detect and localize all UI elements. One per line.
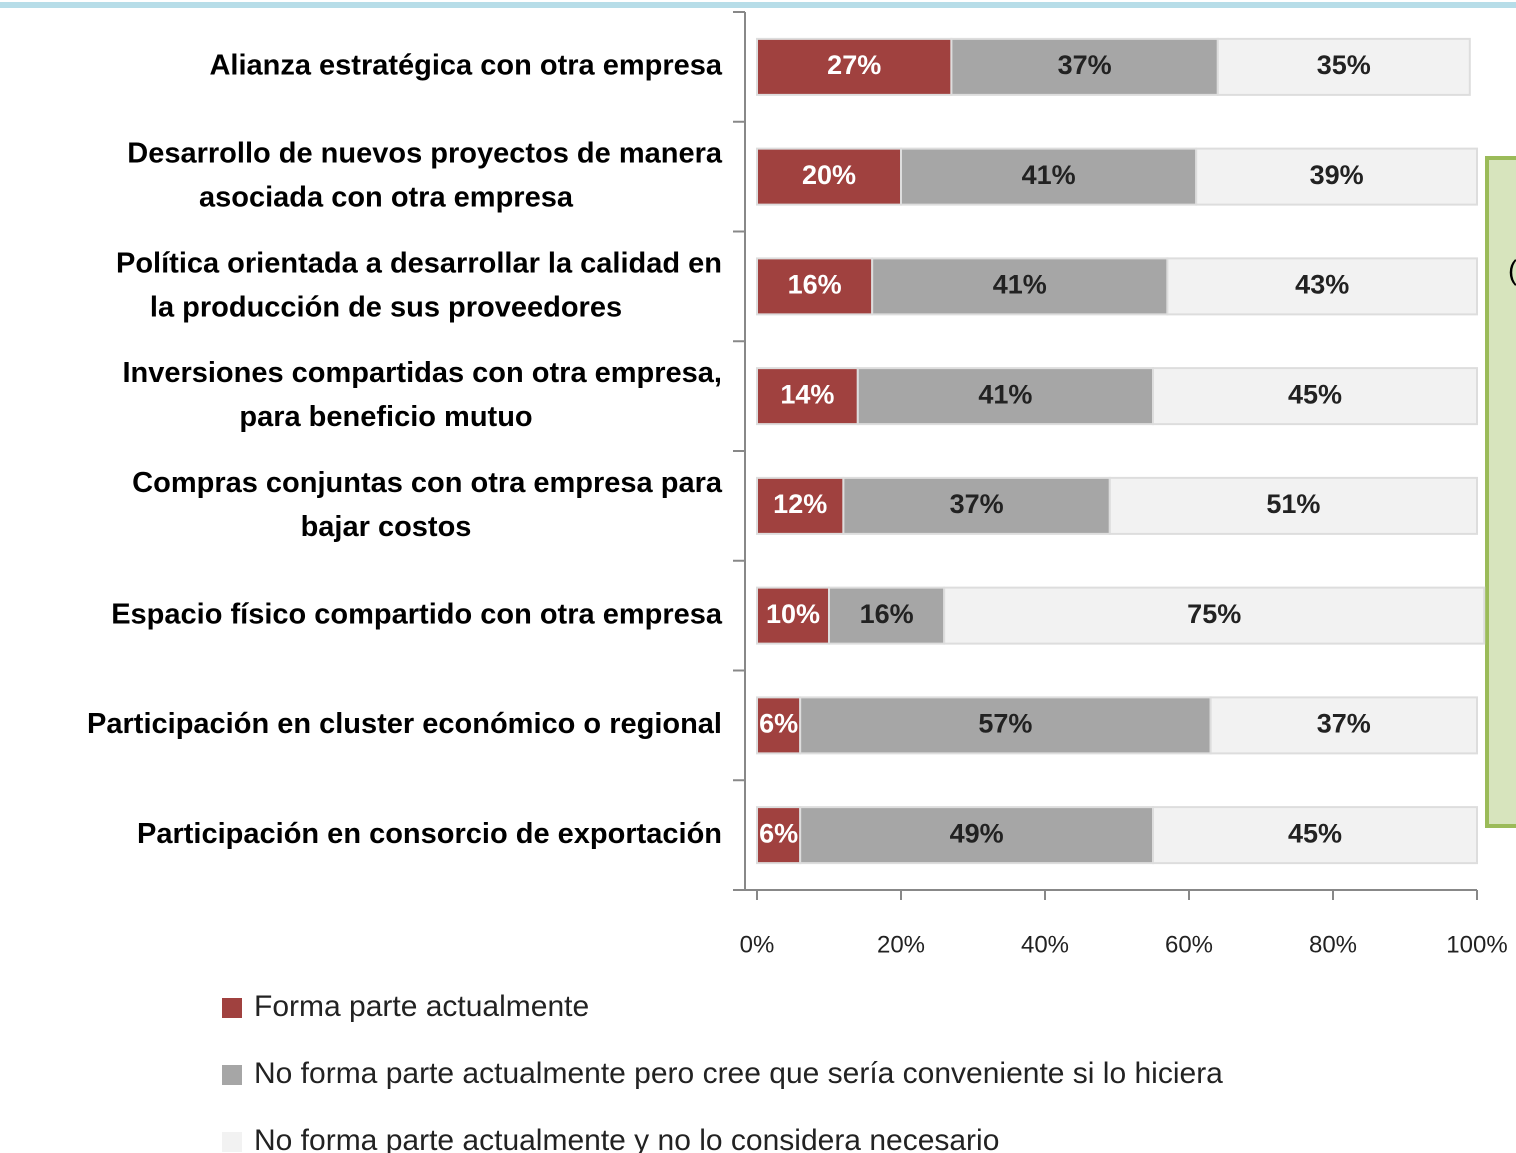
- bar-segment: [756, 257, 874, 316]
- bar-segment: [1216, 37, 1471, 96]
- bar-segment: [943, 586, 1486, 645]
- value-label: 41%: [993, 270, 1047, 300]
- legend-label: Forma parte actualmente: [254, 990, 589, 1023]
- value-label: 10%: [766, 599, 820, 629]
- x-tick-label: 20%: [877, 931, 925, 958]
- x-tick-label: 0%: [740, 931, 775, 958]
- value-label: 20%: [802, 160, 856, 190]
- value-label: 41%: [978, 379, 1032, 409]
- x-tick-label: 80%: [1309, 931, 1357, 958]
- value-label: 75%: [1187, 599, 1241, 629]
- category-label: Espacio físico compartido con otra empre…: [111, 598, 723, 630]
- bar-segment: [900, 147, 1198, 206]
- category-label: Desarrollo de nuevos proyectos de manera…: [127, 137, 723, 213]
- value-label: 45%: [1288, 818, 1342, 848]
- value-label: 41%: [1022, 160, 1076, 190]
- category-label: Participación en consorcio de exportació…: [137, 818, 722, 850]
- note-box: [1485, 156, 1516, 828]
- bar-segment: [756, 696, 802, 755]
- bar-segment: [871, 257, 1169, 316]
- bar-segment: [1209, 696, 1478, 755]
- value-label: 14%: [780, 379, 834, 409]
- x-tick-label: 40%: [1021, 931, 1069, 958]
- value-label: 45%: [1288, 379, 1342, 409]
- value-label: 57%: [978, 709, 1032, 739]
- value-label: 49%: [950, 818, 1004, 848]
- value-label: 27%: [827, 50, 881, 80]
- bar-segment: [1195, 147, 1478, 206]
- annotation: (: [1508, 254, 1516, 285]
- bar-segment: [1152, 367, 1478, 426]
- legend-swatch: [222, 1065, 242, 1085]
- bar-segment: [756, 476, 845, 535]
- category-label: Alianza estratégica con otra empresa: [209, 50, 722, 82]
- value-label: 12%: [773, 489, 827, 519]
- value-label: 51%: [1266, 489, 1320, 519]
- bar-segment: [799, 696, 1212, 755]
- bar-segment: [842, 476, 1111, 535]
- bar-segment: [950, 37, 1219, 96]
- value-label: 37%: [1058, 50, 1112, 80]
- category-label: Compras conjuntas con otra empresa para b…: [132, 467, 723, 543]
- bar-segment: [799, 806, 1154, 865]
- bar-segment: [756, 147, 902, 206]
- value-label: 6%: [759, 818, 798, 848]
- bar-segment: [756, 806, 802, 865]
- bar-segment: [1108, 476, 1479, 535]
- legend-swatch: [222, 1132, 242, 1152]
- x-tick-label: 60%: [1165, 931, 1213, 958]
- value-label: 6%: [759, 709, 798, 739]
- value-label: 37%: [1317, 709, 1371, 739]
- legend-label: No forma parte actualmente pero cree que…: [254, 1057, 1223, 1090]
- legend-swatch: [222, 998, 242, 1018]
- value-label: 35%: [1317, 50, 1371, 80]
- value-label: 39%: [1310, 160, 1364, 190]
- bar-segment: [756, 37, 953, 96]
- category-label: Participación en cluster económico o reg…: [87, 708, 722, 740]
- legend-label: No forma parte actualmente y no lo consi…: [254, 1124, 999, 1153]
- category-label: Política orientada a desarrollar la cali…: [116, 247, 722, 323]
- bar-segment: [1152, 806, 1478, 865]
- bar-segment: [1166, 257, 1479, 316]
- value-label: 43%: [1295, 270, 1349, 300]
- bar-segment: [756, 367, 859, 426]
- value-label: 37%: [950, 489, 1004, 519]
- category-label: Inversiones compartidas con otra empresa…: [122, 357, 722, 433]
- x-tick-label: 100%: [1446, 931, 1507, 958]
- value-label: 16%: [788, 270, 842, 300]
- value-label: 16%: [860, 599, 914, 629]
